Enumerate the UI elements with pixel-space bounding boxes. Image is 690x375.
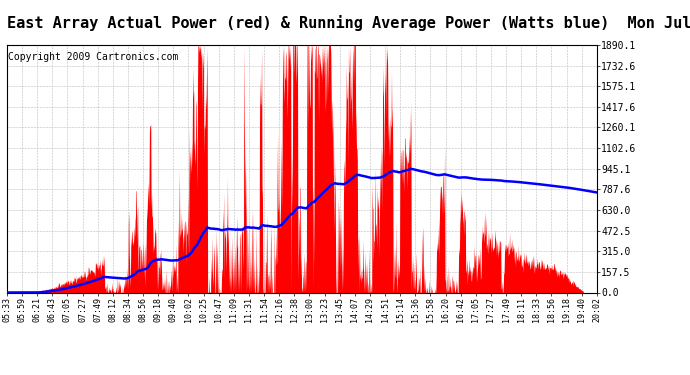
- Text: East Array Actual Power (red) & Running Average Power (Watts blue)  Mon Jul 20 2: East Array Actual Power (red) & Running …: [7, 15, 690, 31]
- Text: Copyright 2009 Cartronics.com: Copyright 2009 Cartronics.com: [8, 53, 179, 62]
